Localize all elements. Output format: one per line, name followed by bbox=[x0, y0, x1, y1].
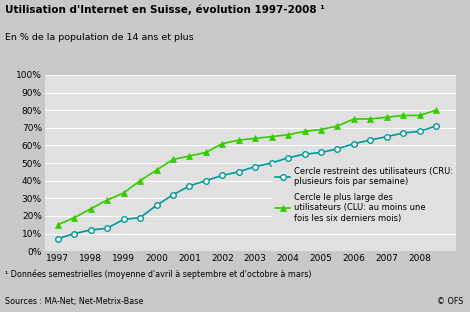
Cercle le plus large des
utilisateurs (CLU: au moins une
fois les six derniers mois): (2.01e+03, 0.75): au moins une fois les six derniers mois)… bbox=[351, 117, 357, 121]
Cercle restreint des utilisateurs (CRU:
plusieurs fois par semaine) bbox=[302, 152, 307, 156]
Cercle le plus large des
utilisateurs (CLU: au moins une
fois les six derniers mois): (2.01e+03, 0.8): au moins une fois les six derniers mois)… bbox=[433, 108, 439, 112]
Cercle restreint des utilisateurs (CRU:
plusieurs fois par semaine) bbox=[384, 135, 390, 139]
Cercle le plus large des
utilisateurs (CLU: au moins une
fois les six derniers mois): (2e+03, 0.4): au moins une fois les six derniers mois)… bbox=[137, 179, 143, 183]
Cercle le plus large des
utilisateurs (CLU: au moins une
fois les six derniers mois): (2.01e+03, 0.71): au moins une fois les six derniers mois)… bbox=[335, 124, 340, 128]
Cercle restreint des utilisateurs (CRU:
plusieurs fois par semaine) bbox=[252, 165, 258, 168]
Text: ¹ Données semestrielles (moyenne d'avril à septembre et d'octobre à mars): ¹ Données semestrielles (moyenne d'avril… bbox=[5, 270, 311, 279]
Cercle restreint des utilisateurs (CRU:
plusieurs fois par semaine) bbox=[88, 228, 94, 232]
Cercle le plus large des
utilisateurs (CLU: au moins une
fois les six derniers mois): (2.01e+03, 0.75): au moins une fois les six derniers mois)… bbox=[368, 117, 373, 121]
Cercle restreint des utilisateurs (CRU:
plusieurs fois par semaine) bbox=[121, 217, 126, 221]
Line: Cercle le plus large des
utilisateurs (CLU: au moins une
fois les six derniers mois): Cercle le plus large des utilisateurs (C… bbox=[55, 107, 439, 228]
Cercle restreint des utilisateurs (CRU:
plusieurs fois par semaine) bbox=[55, 237, 61, 241]
Text: Sources : MA-Net; Net-Metrix-Base: Sources : MA-Net; Net-Metrix-Base bbox=[5, 297, 143, 306]
Cercle restreint des utilisateurs (CRU:
plusieurs fois par semaine) bbox=[137, 216, 143, 220]
Cercle restreint des utilisateurs (CRU:
plusieurs fois par semaine) bbox=[400, 131, 406, 135]
Cercle le plus large des
utilisateurs (CLU: au moins une
fois les six derniers mois): (2e+03, 0.65): au moins une fois les six derniers mois)… bbox=[269, 135, 274, 139]
Legend: Cercle restreint des utilisateurs (CRU:
plusieurs fois par semaine), Cercle le p: Cercle restreint des utilisateurs (CRU: … bbox=[272, 163, 456, 226]
Cercle le plus large des
utilisateurs (CLU: au moins une
fois les six derniers mois): (2e+03, 0.33): au moins une fois les six derniers mois)… bbox=[121, 191, 126, 195]
Cercle le plus large des
utilisateurs (CLU: au moins une
fois les six derniers mois): (2e+03, 0.46): au moins une fois les six derniers mois)… bbox=[154, 168, 159, 172]
Cercle le plus large des
utilisateurs (CLU: au moins une
fois les six derniers mois): (2e+03, 0.15): au moins une fois les six derniers mois)… bbox=[55, 223, 61, 227]
Cercle le plus large des
utilisateurs (CLU: au moins une
fois les six derniers mois): (2.01e+03, 0.76): au moins une fois les six derniers mois)… bbox=[384, 115, 390, 119]
Cercle le plus large des
utilisateurs (CLU: au moins une
fois les six derniers mois): (2e+03, 0.68): au moins une fois les six derniers mois)… bbox=[302, 129, 307, 133]
Cercle restreint des utilisateurs (CRU:
plusieurs fois par semaine) bbox=[433, 124, 439, 128]
Cercle le plus large des
utilisateurs (CLU: au moins une
fois les six derniers mois): (2e+03, 0.29): au moins une fois les six derniers mois)… bbox=[104, 198, 110, 202]
Cercle le plus large des
utilisateurs (CLU: au moins une
fois les six derniers mois): (2e+03, 0.24): au moins une fois les six derniers mois)… bbox=[88, 207, 94, 211]
Cercle restreint des utilisateurs (CRU:
plusieurs fois par semaine) bbox=[219, 173, 225, 177]
Cercle restreint des utilisateurs (CRU:
plusieurs fois par semaine) bbox=[368, 138, 373, 142]
Cercle restreint des utilisateurs (CRU:
plusieurs fois par semaine) bbox=[170, 193, 176, 197]
Cercle le plus large des
utilisateurs (CLU: au moins une
fois les six derniers mois): (2e+03, 0.66): au moins une fois les six derniers mois)… bbox=[285, 133, 291, 137]
Cercle le plus large des
utilisateurs (CLU: au moins une
fois les six derniers mois): (2e+03, 0.56): au moins une fois les six derniers mois)… bbox=[203, 151, 209, 154]
Cercle restreint des utilisateurs (CRU:
plusieurs fois par semaine) bbox=[154, 203, 159, 207]
Cercle le plus large des
utilisateurs (CLU: au moins une
fois les six derniers mois): (2e+03, 0.54): au moins une fois les six derniers mois)… bbox=[187, 154, 192, 158]
Cercle restreint des utilisateurs (CRU:
plusieurs fois par semaine) bbox=[351, 142, 357, 145]
Cercle le plus large des
utilisateurs (CLU: au moins une
fois les six derniers mois): (2e+03, 0.64): au moins une fois les six derniers mois)… bbox=[252, 136, 258, 140]
Cercle restreint des utilisateurs (CRU:
plusieurs fois par semaine) bbox=[285, 156, 291, 160]
Cercle restreint des utilisateurs (CRU:
plusieurs fois par semaine) bbox=[335, 147, 340, 151]
Text: En % de la population de 14 ans et plus: En % de la population de 14 ans et plus bbox=[5, 33, 193, 42]
Cercle le plus large des
utilisateurs (CLU: au moins une
fois les six derniers mois): (2e+03, 0.19): au moins une fois les six derniers mois)… bbox=[71, 216, 77, 220]
Cercle le plus large des
utilisateurs (CLU: au moins une
fois les six derniers mois): (2e+03, 0.52): au moins une fois les six derniers mois)… bbox=[170, 158, 176, 161]
Cercle le plus large des
utilisateurs (CLU: au moins une
fois les six derniers mois): (2e+03, 0.69): au moins une fois les six derniers mois)… bbox=[318, 128, 324, 131]
Text: © OFS: © OFS bbox=[437, 297, 463, 306]
Cercle restreint des utilisateurs (CRU:
plusieurs fois par semaine) bbox=[71, 232, 77, 235]
Cercle restreint des utilisateurs (CRU:
plusieurs fois par semaine) bbox=[417, 129, 423, 133]
Cercle restreint des utilisateurs (CRU:
plusieurs fois par semaine) bbox=[318, 151, 324, 154]
Cercle restreint des utilisateurs (CRU:
plusieurs fois par semaine) bbox=[104, 227, 110, 230]
Cercle restreint des utilisateurs (CRU:
plusieurs fois par semaine) bbox=[236, 170, 242, 174]
Cercle restreint des utilisateurs (CRU:
plusieurs fois par semaine) bbox=[203, 179, 209, 183]
Cercle le plus large des
utilisateurs (CLU: au moins une
fois les six derniers mois): (2e+03, 0.61): au moins une fois les six derniers mois)… bbox=[219, 142, 225, 145]
Cercle le plus large des
utilisateurs (CLU: au moins une
fois les six derniers mois): (2.01e+03, 0.77): au moins une fois les six derniers mois)… bbox=[400, 114, 406, 117]
Cercle le plus large des
utilisateurs (CLU: au moins une
fois les six derniers mois): (2e+03, 0.63): au moins une fois les six derniers mois)… bbox=[236, 138, 242, 142]
Cercle restreint des utilisateurs (CRU:
plusieurs fois par semaine) bbox=[187, 184, 192, 188]
Text: Utilisation d'Internet en Suisse, évolution 1997-2008 ¹: Utilisation d'Internet en Suisse, évolut… bbox=[5, 5, 324, 15]
Cercle restreint des utilisateurs (CRU:
plusieurs fois par semaine) bbox=[269, 161, 274, 165]
Cercle le plus large des
utilisateurs (CLU: au moins une
fois les six derniers mois): (2.01e+03, 0.77): au moins une fois les six derniers mois)… bbox=[417, 114, 423, 117]
Line: Cercle restreint des utilisateurs (CRU:
plusieurs fois par semaine): Cercle restreint des utilisateurs (CRU: … bbox=[55, 123, 439, 241]
